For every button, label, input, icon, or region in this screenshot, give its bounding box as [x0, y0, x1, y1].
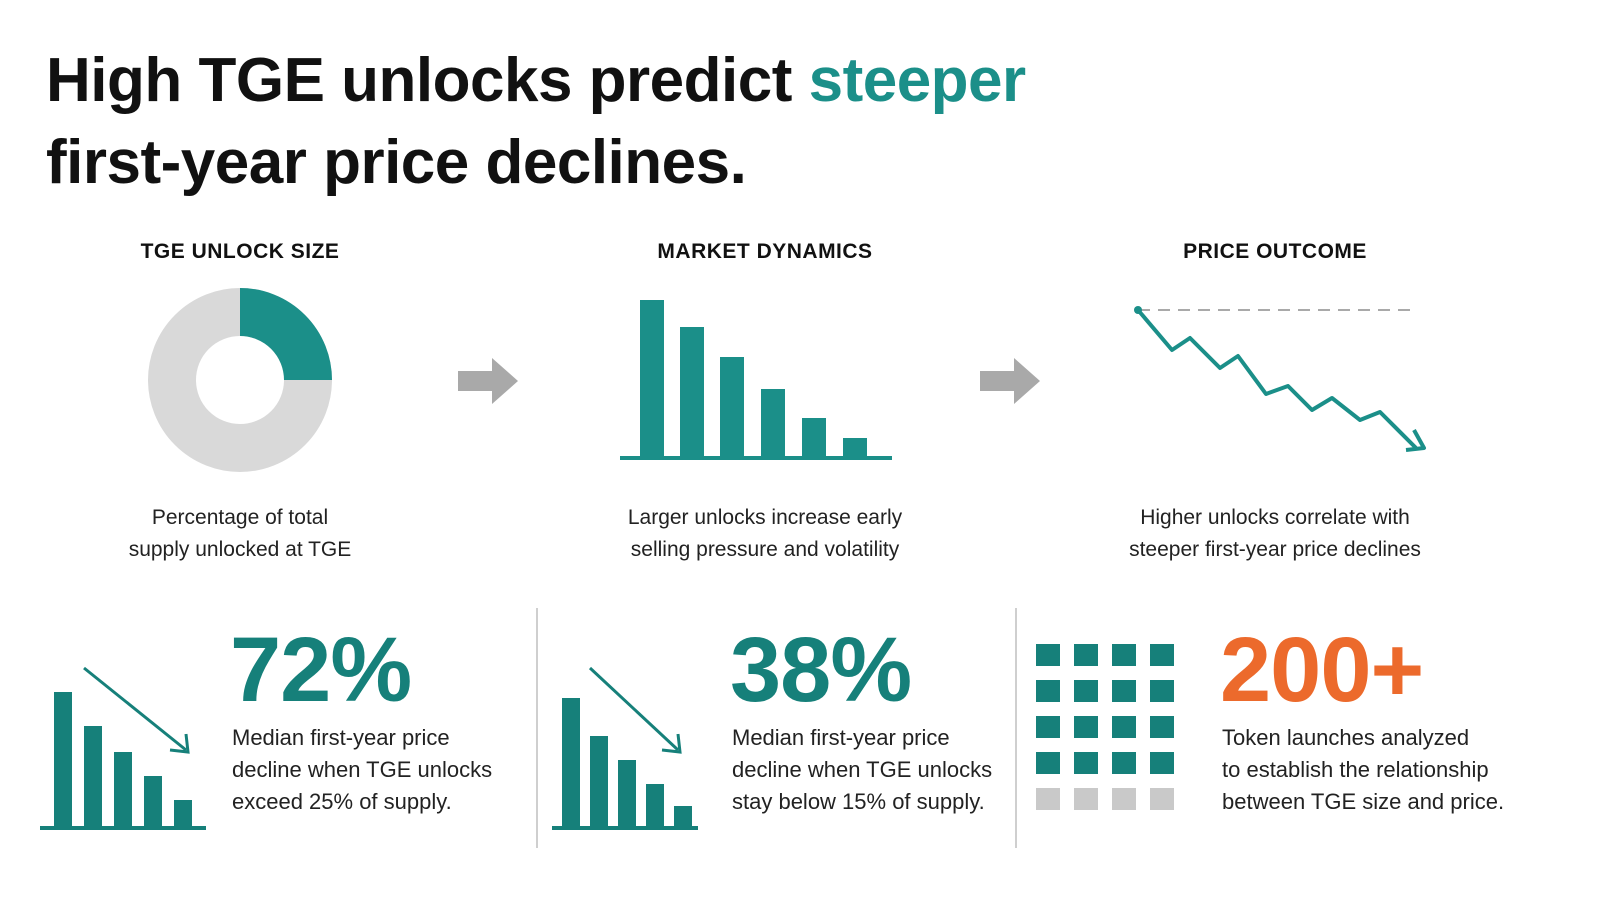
- stat-value: 72%: [230, 619, 412, 721]
- bar: [84, 726, 102, 828]
- caption-line1: Percentage of total: [151, 506, 329, 529]
- bar: [843, 438, 867, 458]
- headline-part1: High TGE unlocks predict: [46, 46, 809, 115]
- grid-row: [1036, 788, 1174, 810]
- stage-tge-unlock-size: TGE UNLOCK SIZE Percentage of total supp…: [80, 240, 400, 561]
- bar: [640, 300, 664, 458]
- bar: [720, 357, 744, 458]
- baseline: [552, 826, 698, 830]
- stat-description: Token launches analyzed to establish the…: [1222, 722, 1504, 818]
- bar: [590, 736, 608, 828]
- headline-accent: steeper: [808, 46, 1027, 115]
- stage-market-dynamics: MARKET DYNAMICS Larger unlocks increase …: [610, 240, 920, 561]
- stat-line2: decline when TGE unlocks: [232, 757, 493, 782]
- grid-row: [1036, 716, 1174, 738]
- stage-title: PRICE OUTCOME: [1183, 240, 1367, 263]
- stat-description: Median first-year price decline when TGE…: [732, 722, 992, 818]
- trend-arrowhead: [169, 733, 190, 754]
- stat-line1: Token launches analyzed: [1222, 725, 1470, 750]
- bar: [761, 389, 785, 458]
- bar: [54, 692, 72, 828]
- caption-line1: Larger unlocks increase early: [627, 506, 903, 529]
- stage-title: TGE UNLOCK SIZE: [140, 240, 340, 263]
- grid-row: [1036, 644, 1174, 666]
- stat-line2: to establish the relationship: [1222, 757, 1489, 782]
- trend-arrowhead: [661, 733, 682, 754]
- stat-line2: decline when TGE unlocks: [732, 757, 993, 782]
- declining-bar-chart-icon: [40, 666, 206, 830]
- stage-price-outcome: PRICE OUTCOME Higher unlocks correlate w…: [1110, 240, 1440, 561]
- caption-line2: steeper first-year price declines: [1129, 538, 1421, 561]
- headline: High TGE unlocks predict steeper first-y…: [46, 40, 1026, 204]
- baseline: [40, 826, 206, 830]
- bar: [618, 760, 636, 828]
- arrowhead: [1405, 429, 1426, 452]
- bar: [802, 418, 826, 458]
- declining-bar-chart-icon: [620, 300, 892, 460]
- trend-arrow-line: [83, 666, 187, 752]
- baseline: [620, 456, 892, 460]
- declining-line-chart-icon: [1134, 306, 1426, 452]
- donut-unlocked-segment: [238, 288, 332, 382]
- divider: [536, 608, 538, 848]
- stat-value: 38%: [730, 619, 912, 721]
- grid-row: [1036, 752, 1174, 774]
- right-arrow-icon: [458, 358, 518, 404]
- stage-caption: Higher unlocks correlate with steeper fi…: [1110, 502, 1440, 566]
- stat-description: Median first-year price decline when TGE…: [232, 722, 492, 818]
- stat-line3: stay below 15% of supply.: [732, 789, 985, 814]
- stage-caption: Larger unlocks increase early selling pr…: [610, 502, 920, 566]
- square-grid-icon: [1036, 644, 1174, 810]
- stage-title: MARKET DYNAMICS: [657, 240, 873, 263]
- stage-caption: Percentage of total supply unlocked at T…: [80, 502, 400, 566]
- bar: [674, 806, 692, 828]
- headline-part2: first-year price declines.: [46, 128, 747, 197]
- caption-line2: supply unlocked at TGE: [128, 538, 352, 561]
- bar: [680, 327, 704, 458]
- stat-line1: Median first-year price: [232, 725, 450, 750]
- divider: [1015, 608, 1017, 848]
- trend-arrow-line: [588, 666, 680, 752]
- bar: [562, 698, 580, 828]
- stat-line3: exceed 25% of supply.: [232, 789, 452, 814]
- donut-chart-icon: [148, 288, 332, 472]
- bar: [114, 752, 132, 828]
- stat-value: 200+: [1220, 619, 1424, 721]
- right-arrow-icon: [980, 358, 1040, 404]
- caption-line2: selling pressure and volatility: [630, 538, 900, 561]
- price-line: [1136, 308, 1418, 450]
- bar: [174, 800, 192, 828]
- grid-row: [1036, 680, 1174, 702]
- bar: [646, 784, 664, 828]
- declining-bar-chart-icon: [552, 666, 698, 830]
- stat-line1: Median first-year price: [732, 725, 950, 750]
- stat-line3: between TGE size and price.: [1222, 789, 1505, 814]
- caption-line1: Higher unlocks correlate with: [1140, 506, 1410, 529]
- bar: [144, 776, 162, 828]
